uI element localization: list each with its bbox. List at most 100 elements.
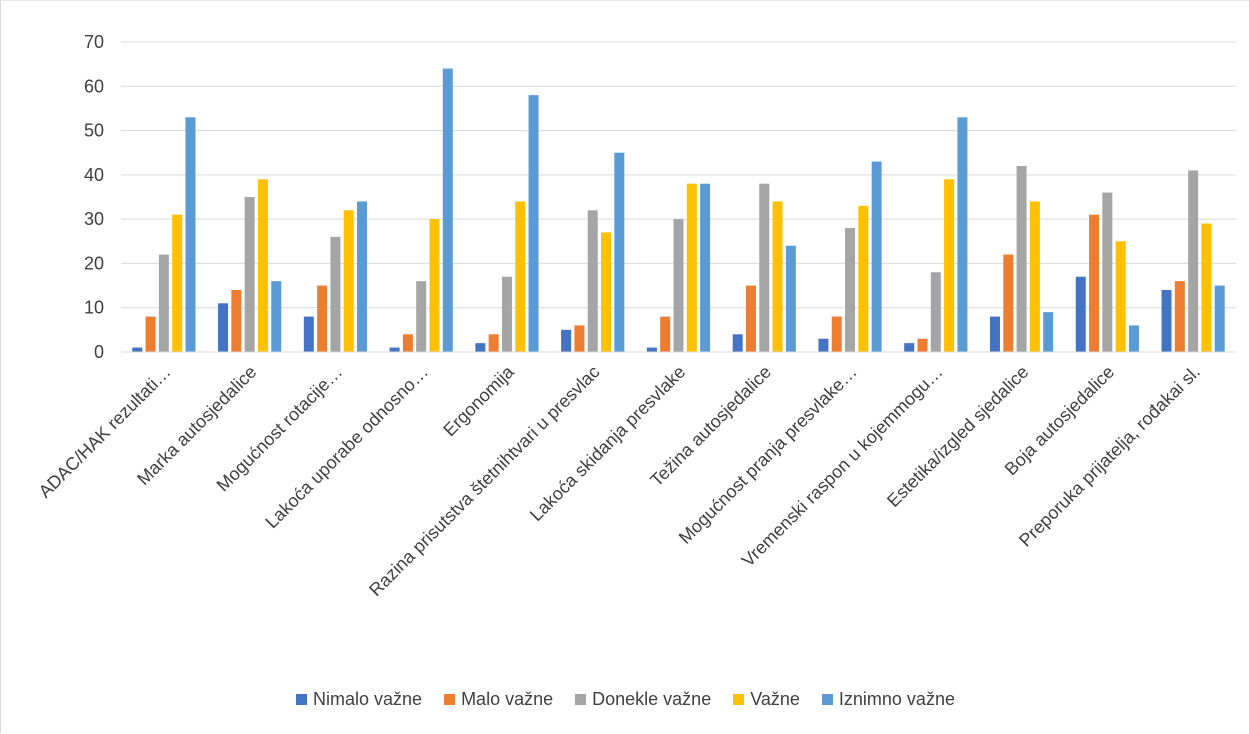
y-tick-label: 20 [84,253,104,273]
bar [1174,281,1185,352]
bar [858,205,869,352]
bar [574,325,585,352]
bar [442,68,453,352]
bar [172,214,183,352]
legend-label: Nimalo važne [313,689,423,709]
bar [132,347,143,352]
legend-swatch [821,694,833,705]
bar [1201,223,1212,352]
bar [660,316,671,352]
bar [145,316,156,352]
bar [528,95,539,352]
bar [475,343,486,352]
bars [132,68,1225,352]
x-category-label: Preporuka prijatelja, rođakai sl. [1015,362,1204,551]
bar [158,254,169,352]
legend-item: Donekle važne [575,689,711,710]
bar [614,152,625,352]
bar [515,201,526,352]
legend-item: Važne [733,689,800,710]
bar [917,338,928,352]
bar [1161,290,1172,352]
legend-label: Važne [750,689,800,709]
y-tick-label: 30 [84,209,104,229]
bar [686,183,697,352]
y-axis-tick-labels: 0 10 20 30 40 50 60 70 [84,32,104,362]
legend-item: Iznimno važne [821,689,955,710]
bar [402,334,413,352]
bar [1043,312,1054,352]
legend-label: Donekle važne [592,689,712,709]
bar [1188,170,1199,352]
bar [818,338,829,352]
bar [1029,201,1040,352]
bar [1214,285,1225,352]
bar [732,334,743,352]
bar [244,197,255,352]
x-category-label: Ergonomija [439,361,518,440]
bar [303,316,314,352]
bar [416,281,427,352]
bar [1016,166,1027,352]
legend-swatch [733,694,745,705]
bar [700,183,711,352]
legend-item: Malo važne [444,689,553,710]
legend: Nimalo važne Malo važne Donekle važne Važne… [1,689,1249,710]
y-tick-label: 0 [94,342,104,362]
bar [944,179,955,352]
bar [218,303,229,352]
bar [759,183,770,352]
bar [745,285,756,352]
bar [561,329,572,352]
bar [957,117,968,352]
bar [587,210,598,352]
bar [343,210,354,352]
bar [330,236,341,352]
bar [601,232,612,352]
legend-swatch [296,694,308,705]
x-category-label: Lakoća uporabe odnosno… [261,362,432,533]
x-category-label: Estetika/izgled sjedalice [883,362,1032,511]
bar [389,347,400,352]
bar [989,316,1000,352]
bar [845,228,856,352]
y-tick-label: 50 [84,121,104,141]
x-category-label: Mogućnost pranja presvlake… [675,362,861,548]
legend-item: Nimalo važne [296,689,422,710]
y-tick-label: 60 [84,76,104,96]
bar [429,219,440,352]
bar [772,201,783,352]
y-tick-label: 10 [84,298,104,318]
bar [1075,276,1086,352]
legend-label: Malo važne [461,689,554,709]
bar [1102,192,1113,352]
bar [673,219,684,352]
bar [357,201,368,352]
bar [831,316,842,352]
bar [1089,214,1100,352]
x-axis-category-labels: ADAC/HAK rezultati…Marka autosjedaliceMo… [35,361,1204,600]
legend-label: Iznimno važne [838,689,955,709]
bar [785,245,796,352]
bar [646,347,657,352]
bar [1003,254,1014,352]
y-tick-label: 40 [84,165,104,185]
y-tick-label: 70 [84,32,104,52]
bar [904,343,915,352]
bar [488,334,499,352]
bar [1115,241,1126,352]
bar [871,161,882,352]
bar [185,117,196,352]
bar [1128,325,1139,352]
bar [231,290,242,352]
legend-swatch [575,694,587,705]
x-category-label: Lakoća skidanja presvlake [526,362,689,525]
bar [501,276,512,352]
bar [930,272,941,352]
legend-swatch [444,694,456,705]
bar [317,285,328,352]
bar [271,281,282,352]
bar [257,179,268,352]
